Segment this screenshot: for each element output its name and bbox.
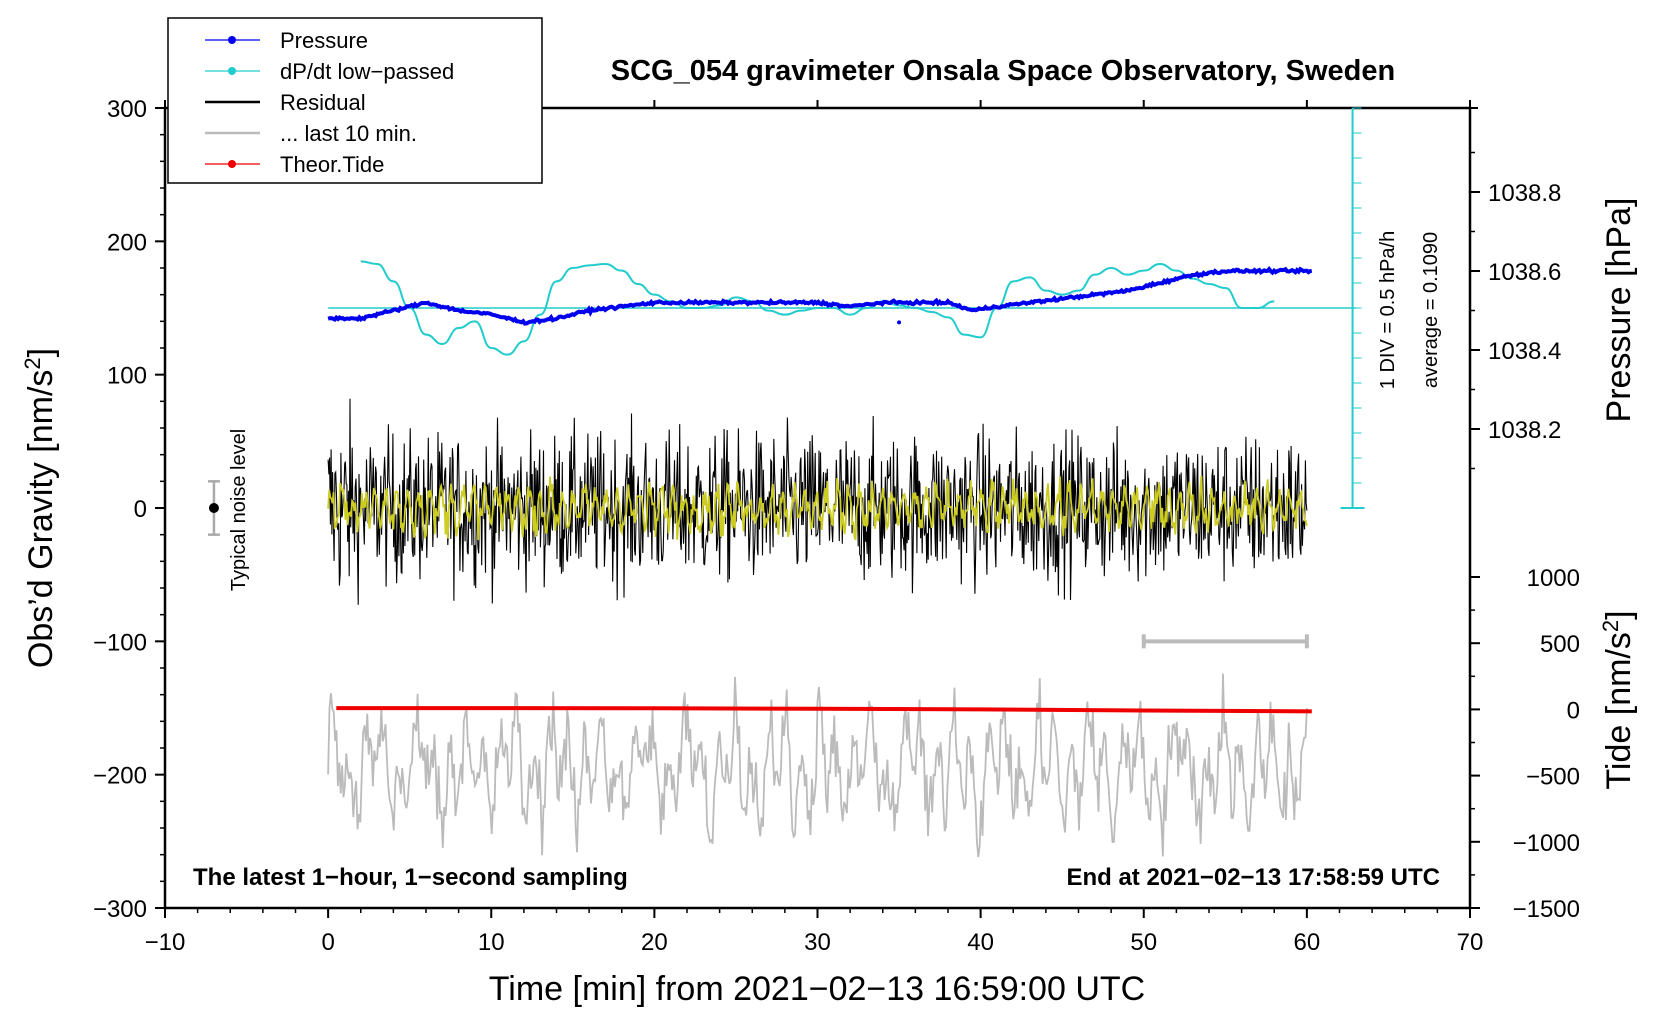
y-axis-tide: 1000 500 0 −500 −1000 −1500 [1470, 565, 1580, 923]
pressure-tick-label: 1038.2 [1488, 417, 1561, 444]
x-tick-label: 40 [967, 929, 994, 956]
dpdt-line [360, 260, 1275, 356]
pressure-line [327, 266, 1313, 326]
x-tick-label: 70 [1457, 929, 1484, 956]
y-tick-label: −200 [93, 763, 147, 790]
legend-label: Pressure [280, 28, 368, 53]
legend-label: dP/dt low−passed [280, 59, 454, 84]
chart-title: SCG_054 gravimeter Onsala Space Observat… [611, 55, 1395, 87]
noise-level-label: Typical noise level [228, 429, 250, 591]
end-time-note: End at 2021−02−13 17:58:59 UTC [1066, 864, 1440, 891]
x-axis: −10 0 10 20 30 40 50 60 70 [145, 100, 1484, 956]
legend-box [167, 17, 543, 184]
y-tick-label: 100 [107, 363, 147, 390]
y-tick-label: 300 [107, 96, 147, 123]
noise-level-indicator [207, 480, 220, 536]
legend-label: Theor.Tide [280, 152, 384, 177]
pressure-series [327, 266, 1313, 326]
dpdt-series [328, 260, 1356, 356]
x-tick-label: 0 [321, 929, 334, 956]
x-tick-label: 50 [1130, 929, 1157, 956]
legend-marker [228, 160, 236, 168]
y-axis-title-pressure: Pressure [hPa] [1600, 198, 1638, 423]
last-10-min-line [327, 673, 1308, 858]
x-tick-label: 20 [641, 929, 668, 956]
noise-center-dot [208, 503, 219, 513]
residual-filtered-series [327, 475, 1308, 541]
tide-tick-label: 500 [1540, 631, 1580, 658]
pressure-outlier-point [897, 320, 902, 325]
tide-tick-label: −500 [1526, 764, 1580, 791]
tide-tick-label: −1000 [1513, 830, 1580, 857]
tide-tick-label: 0 [1567, 697, 1580, 724]
legend: Pressure dP/dt low−passed Residual ... last… [167, 17, 543, 184]
pressure-tick-label: 1038.6 [1488, 259, 1561, 286]
y-axis-pressure: 1038.8 1038.6 1038.4 1038.2 [1470, 107, 1561, 470]
x-axis-title: Time [min] from 2021−02−13 16:59:00 UTC [489, 970, 1145, 1008]
div-label: 1 DIV = 0.5 hPa/h [1377, 231, 1399, 389]
y-axis-title-gravity: Obs’d Gravity [nm/s2] [20, 348, 60, 668]
y-tick-label: −100 [93, 629, 147, 656]
tide-tick-label: 1000 [1527, 565, 1580, 592]
legend-label: Residual [280, 90, 366, 115]
legend-marker [228, 36, 236, 44]
y-tick-label: −300 [93, 896, 147, 923]
residual-filtered-line [327, 475, 1308, 541]
pressure-tick-label: 1038.4 [1488, 338, 1561, 365]
x-tick-label: 60 [1294, 929, 1321, 956]
y-axis-gravity: 300 200 100 0 −100 −200 −300 [93, 96, 165, 923]
tide-tick-label: −1500 [1513, 896, 1580, 923]
tide-line [336, 706, 1312, 714]
x-tick-label: 30 [804, 929, 831, 956]
legend-marker [228, 67, 236, 75]
average-label: average = 0.1090 [1420, 232, 1442, 388]
theoretical-tide-series [336, 706, 1312, 714]
pressure-tick-label: 1038.8 [1488, 180, 1561, 207]
last-10-min-series [327, 673, 1308, 858]
x-tick-label: −10 [145, 929, 186, 956]
latest-hour-note: The latest 1−hour, 1−second sampling [193, 864, 628, 891]
last-10-min-bar [1141, 634, 1309, 649]
y-tick-label: 0 [134, 496, 147, 523]
y-axis-title-tide: Tide [nm/s2] [1598, 610, 1638, 789]
x-tick-label: 10 [478, 929, 505, 956]
legend-label: ... last 10 min. [280, 121, 417, 146]
dpdt-scale-bar [1340, 107, 1365, 509]
y-tick-label: 200 [107, 229, 147, 256]
